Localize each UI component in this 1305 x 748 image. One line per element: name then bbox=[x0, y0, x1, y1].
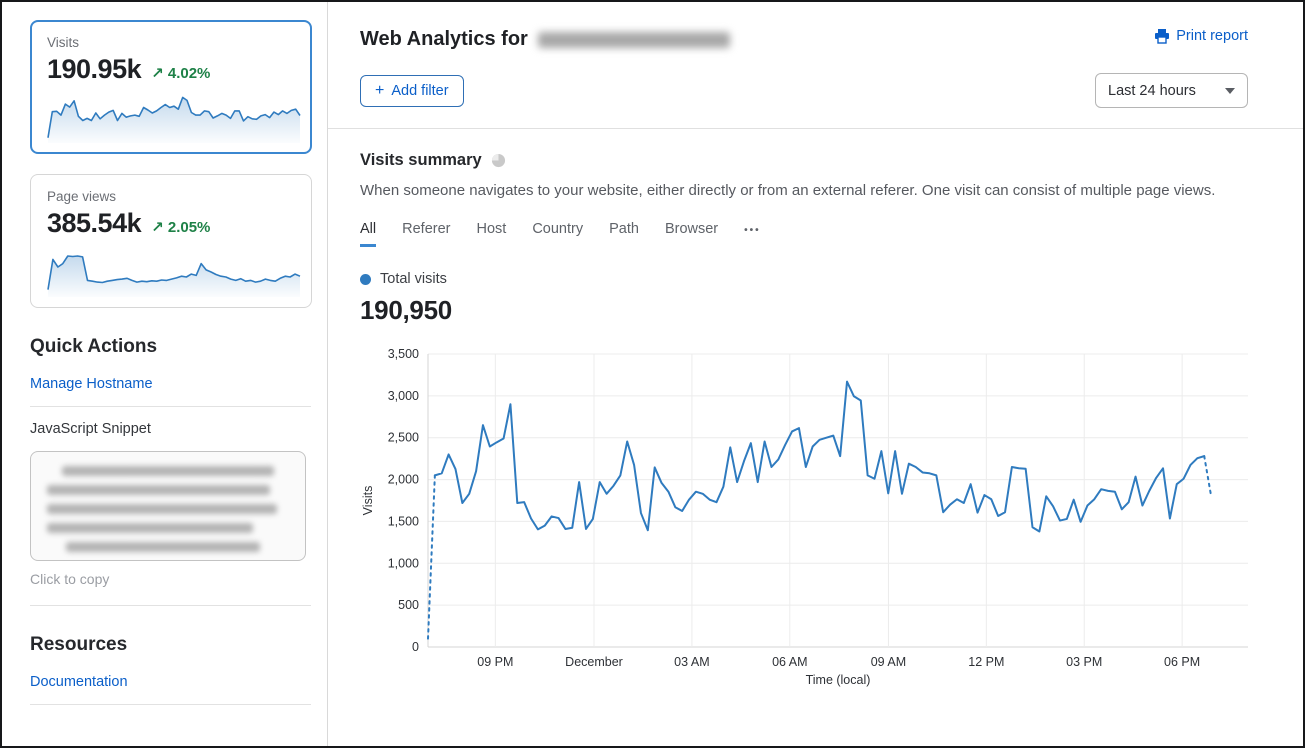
trend-up-icon: ↗ bbox=[151, 219, 164, 236]
tab-host[interactable]: Host bbox=[476, 221, 507, 237]
svg-text:12 PM: 12 PM bbox=[968, 655, 1004, 669]
click-to-copy-hint: Click to copy bbox=[30, 571, 110, 587]
total-visits-value: 190,950 bbox=[360, 295, 452, 325]
resources-heading: Resources bbox=[30, 634, 128, 655]
divider bbox=[328, 128, 1303, 129]
legend-dot-icon bbox=[360, 273, 371, 285]
tab-country[interactable]: Country bbox=[532, 221, 584, 237]
metric-change: ↗ 2.05% bbox=[151, 219, 211, 236]
printer-icon bbox=[1155, 29, 1170, 44]
metric-label: Visits bbox=[47, 35, 80, 50]
manage-hostname-link[interactable]: Manage Hostname bbox=[30, 376, 153, 392]
page-title: Web Analytics for bbox=[360, 28, 730, 51]
svg-text:06 PM: 06 PM bbox=[1164, 655, 1200, 669]
divider bbox=[30, 704, 311, 705]
svg-text:09 AM: 09 AM bbox=[871, 655, 906, 669]
page-views-sparkline-chart bbox=[47, 255, 301, 297]
svg-text:09 PM: 09 PM bbox=[477, 655, 513, 669]
svg-text:03 PM: 03 PM bbox=[1066, 655, 1102, 669]
svg-text:December: December bbox=[565, 655, 623, 669]
visits-sparkline-chart bbox=[47, 96, 301, 143]
main-panel: Web Analytics for Print report + Add fil… bbox=[328, 2, 1303, 746]
metric-card-visits[interactable]: Visits 190.95k ↗ 4.02% bbox=[30, 20, 312, 154]
svg-text:2,500: 2,500 bbox=[388, 431, 419, 445]
redacted-code-line bbox=[61, 466, 275, 476]
tab-path[interactable]: Path bbox=[609, 221, 639, 237]
redacted-code-line bbox=[47, 485, 270, 495]
svg-text:1,500: 1,500 bbox=[388, 514, 419, 528]
svg-text:1,000: 1,000 bbox=[388, 556, 419, 570]
legend-label: Total visits bbox=[380, 271, 447, 287]
redacted-code-line bbox=[66, 542, 260, 552]
svg-text:3,000: 3,000 bbox=[388, 389, 419, 403]
summary-tabs: All Referer Host Country Path Browser ••… bbox=[360, 221, 1248, 247]
tab-all[interactable]: All bbox=[360, 221, 377, 247]
metric-label: Page views bbox=[47, 189, 117, 204]
metric-change: ↗ 4.02% bbox=[151, 65, 211, 82]
chart-legend: Total visits bbox=[360, 271, 1248, 287]
quick-actions-heading: Quick Actions bbox=[30, 336, 158, 357]
svg-text:500: 500 bbox=[398, 598, 419, 612]
svg-text:03 AM: 03 AM bbox=[674, 655, 709, 669]
divider bbox=[30, 605, 311, 606]
add-filter-button[interactable]: + Add filter bbox=[360, 74, 464, 107]
ellipsis-more-tabs[interactable]: ••• bbox=[744, 225, 761, 236]
js-snippet-code-box[interactable] bbox=[30, 451, 306, 561]
trend-up-icon: ↗ bbox=[151, 65, 164, 82]
tab-referer[interactable]: Referer bbox=[402, 221, 451, 237]
svg-text:Time (local): Time (local) bbox=[806, 673, 871, 687]
svg-text:06 AM: 06 AM bbox=[772, 655, 807, 669]
pie-chart-icon bbox=[491, 153, 505, 168]
redacted-code-line bbox=[47, 504, 277, 514]
redacted-domain bbox=[537, 31, 730, 48]
metric-value: 190.95k bbox=[47, 54, 142, 84]
redacted-code-line bbox=[47, 523, 253, 533]
time-range-select[interactable]: Last 24 hours bbox=[1095, 73, 1248, 108]
visits-summary-description: When someone navigates to your website, … bbox=[360, 182, 1216, 199]
svg-text:0: 0 bbox=[412, 640, 419, 654]
js-snippet-label: JavaScript Snippet bbox=[30, 421, 151, 437]
metric-card-page-views[interactable]: Page views 385.54k ↗ 2.05% bbox=[30, 174, 312, 308]
visits-line-chart: 0 500 1,000 1,500 2,000 2,500 3,000 3,500 09 PM D… bbox=[361, 347, 1248, 687]
print-report-button[interactable]: Print report bbox=[1154, 28, 1248, 44]
svg-text:3,500: 3,500 bbox=[388, 347, 419, 361]
plus-icon: + bbox=[375, 81, 385, 99]
documentation-link[interactable]: Documentation bbox=[30, 674, 128, 690]
svg-text:2,000: 2,000 bbox=[388, 473, 419, 487]
chevron-down-icon bbox=[1225, 87, 1235, 94]
metric-value: 385.54k bbox=[47, 208, 142, 238]
visits-summary-heading: Visits summary bbox=[360, 151, 482, 169]
tab-browser[interactable]: Browser bbox=[664, 221, 719, 237]
sidebar: Visits 190.95k ↗ 4.02% Page views 385.54… bbox=[2, 2, 328, 746]
svg-text:Visits: Visits bbox=[361, 486, 375, 516]
divider bbox=[30, 406, 311, 407]
